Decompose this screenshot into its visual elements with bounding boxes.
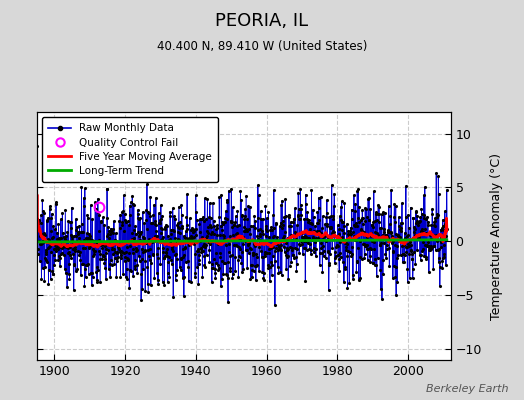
Text: PEORIA, IL: PEORIA, IL xyxy=(215,12,309,30)
Legend: Raw Monthly Data, Quality Control Fail, Five Year Moving Average, Long-Term Tren: Raw Monthly Data, Quality Control Fail, … xyxy=(42,117,219,182)
Text: 40.400 N, 89.410 W (United States): 40.400 N, 89.410 W (United States) xyxy=(157,40,367,53)
Y-axis label: Temperature Anomaly (°C): Temperature Anomaly (°C) xyxy=(490,152,503,320)
Text: Berkeley Earth: Berkeley Earth xyxy=(426,384,508,394)
